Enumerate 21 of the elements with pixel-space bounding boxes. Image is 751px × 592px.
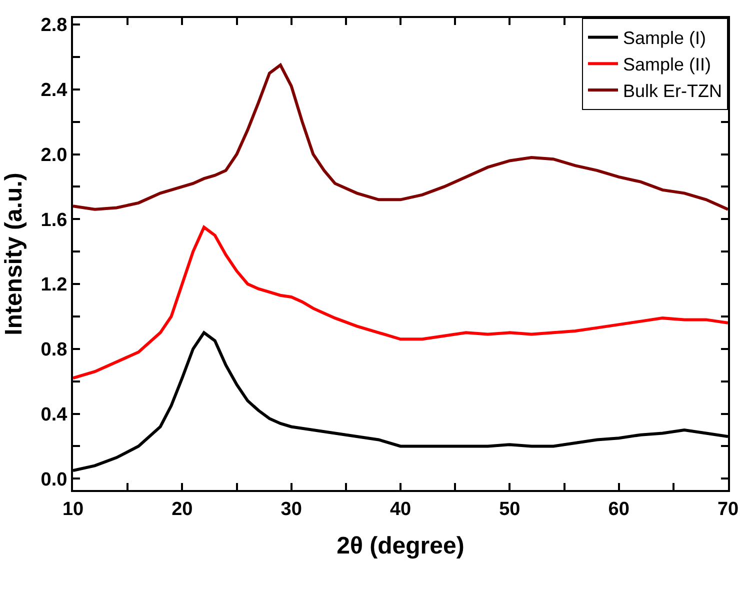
x-tick-label: 50 — [499, 498, 520, 520]
x-tick-label: 70 — [717, 498, 739, 520]
x-tick-label: 60 — [608, 498, 630, 520]
y-tick-label: 0.8 — [40, 340, 68, 361]
y-tick-label: 2.0 — [40, 144, 68, 166]
legend-label: Sample (II) — [623, 54, 712, 75]
x-tick-label: 10 — [62, 498, 84, 520]
y-tick-label: 2.8 — [40, 15, 68, 36]
y-tick-label: 2.4 — [40, 80, 68, 102]
legend-label: Bulk Er-TZN — [623, 81, 722, 102]
legend-label: Sample (I) — [623, 28, 706, 48]
y-tick-label: 0.0 — [40, 469, 68, 490]
x-tick-label: 40 — [390, 498, 412, 520]
x-tick-label: 20 — [172, 498, 193, 520]
y-axis-title: Intensity (a.u.) — [0, 172, 28, 336]
y-tick-label: 1.6 — [40, 210, 68, 231]
x-tick-label: 30 — [280, 498, 302, 520]
x-axis-title: 2θ (degree) — [336, 532, 464, 560]
line-series — [73, 226, 728, 380]
y-tick-label: 1.2 — [40, 274, 68, 296]
y-tick-label: 0.4 — [40, 404, 68, 426]
